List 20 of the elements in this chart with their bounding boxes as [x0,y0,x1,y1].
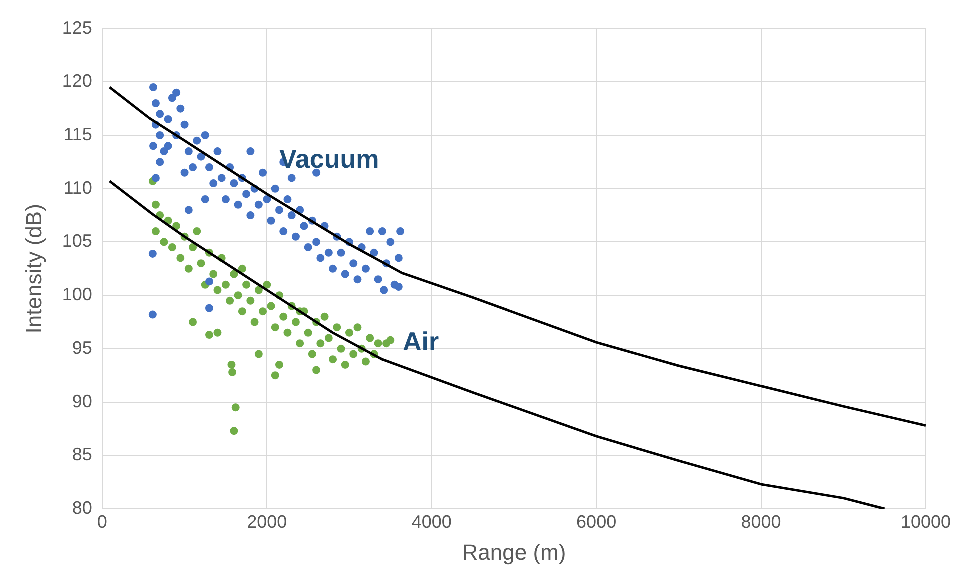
y-tick-label: 105 [62,231,92,252]
x-tick-label: 4000 [412,512,452,532]
x-axis-title: Range (m) [462,540,566,565]
y-tick-label: 115 [64,124,92,144]
annotation: Vacuum [279,144,380,174]
x-tick-label: 6000 [576,512,617,532]
y-tick-label: 80 [72,498,92,518]
x-tick-label: 10000 [900,512,952,532]
y-tick-label: 90 [72,391,92,412]
x-tick-label: 8000 [741,512,782,532]
x-tick-label: 2000 [247,512,288,532]
y-tick-label: 100 [62,284,92,305]
y-tick-label: 95 [72,338,92,358]
annotation: Air [403,326,440,357]
y-tick-label: 85 [72,444,92,465]
y-tick-label: 110 [64,178,92,198]
x-tick-label: 0 [97,512,108,532]
y-axis-title: Intensity (dB) [21,204,46,334]
y-tick-label: 120 [62,71,92,92]
y-tick-label: 125 [62,18,92,38]
